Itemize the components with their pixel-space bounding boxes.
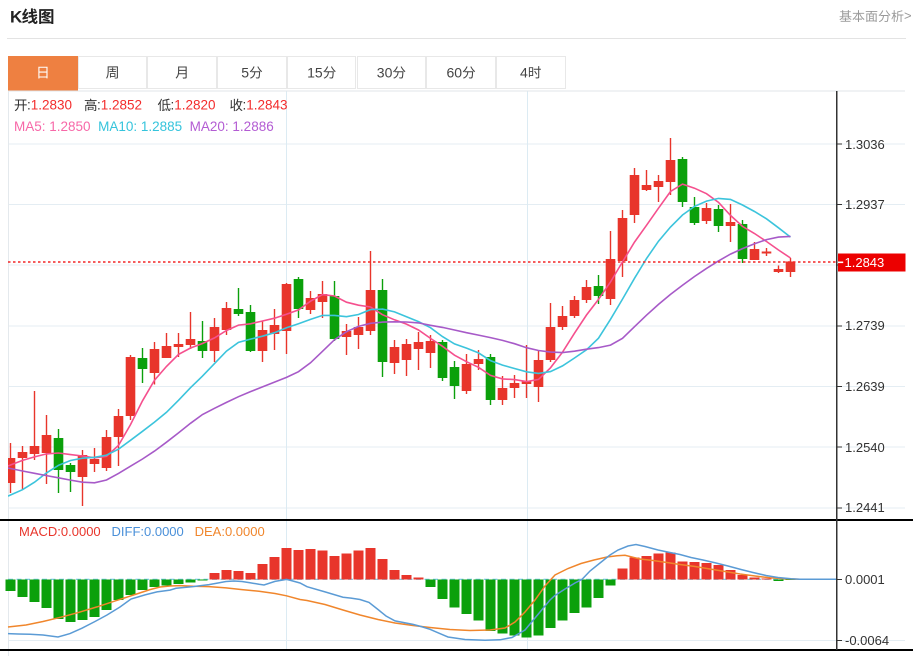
svg-text:60: 60 bbox=[447, 65, 463, 81]
svg-text::1.2830: :1.2830 bbox=[27, 98, 72, 113]
svg-text::1.2820: :1.2820 bbox=[171, 98, 216, 113]
svg-text:>: > bbox=[904, 8, 912, 23]
svg-text:15: 15 bbox=[307, 65, 323, 81]
svg-text:30: 30 bbox=[377, 65, 393, 81]
svg-text:4: 4 bbox=[520, 65, 528, 81]
svg-text::1.2852: :1.2852 bbox=[97, 98, 142, 113]
svg-text:5: 5 bbox=[241, 65, 249, 81]
svg-text:1.2843: 1.2843 bbox=[845, 255, 885, 270]
svg-text::1.2843: :1.2843 bbox=[243, 98, 288, 113]
svg-text:K: K bbox=[10, 8, 23, 27]
